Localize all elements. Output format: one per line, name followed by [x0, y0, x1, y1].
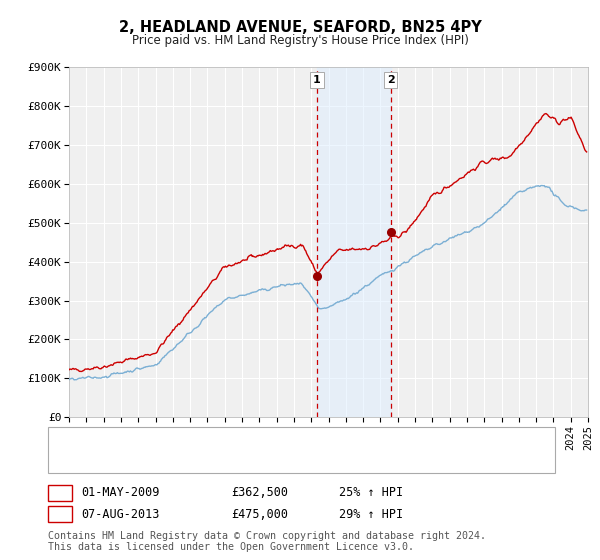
Text: 01-MAY-2009: 01-MAY-2009: [81, 486, 160, 500]
Text: 29% ↑ HPI: 29% ↑ HPI: [339, 507, 403, 521]
Text: £362,500: £362,500: [231, 486, 288, 500]
Text: 25% ↑ HPI: 25% ↑ HPI: [339, 486, 403, 500]
Bar: [317, 67, 391, 417]
Text: Contains HM Land Registry data © Crown copyright and database right 2024.
This d: Contains HM Land Registry data © Crown c…: [48, 531, 486, 553]
Text: 07-AUG-2013: 07-AUG-2013: [81, 507, 160, 521]
Text: 2, HEADLAND AVENUE, SEAFORD, BN25 4PY: 2, HEADLAND AVENUE, SEAFORD, BN25 4PY: [119, 20, 481, 35]
Text: 1: 1: [313, 75, 321, 85]
Text: £475,000: £475,000: [231, 507, 288, 521]
Text: 2: 2: [387, 75, 394, 85]
Text: 2: 2: [56, 507, 64, 521]
Text: Price paid vs. HM Land Registry's House Price Index (HPI): Price paid vs. HM Land Registry's House …: [131, 34, 469, 46]
Text: 2, HEADLAND AVENUE, SEAFORD, BN25 4PY (detached house): 2, HEADLAND AVENUE, SEAFORD, BN25 4PY (d…: [105, 435, 456, 445]
Text: 1: 1: [56, 486, 64, 500]
Text: HPI: Average price, detached house, Lewes: HPI: Average price, detached house, Lewe…: [105, 455, 371, 465]
